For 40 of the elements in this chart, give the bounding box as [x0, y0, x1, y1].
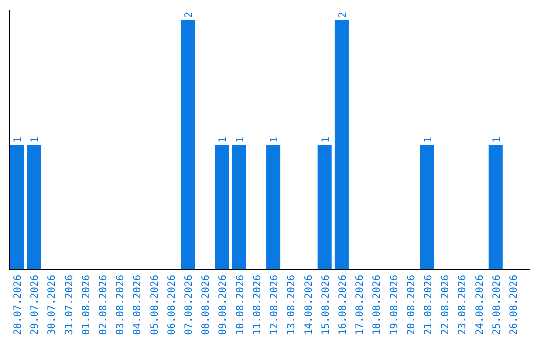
x-tick-label: 02.08.2026 — [98, 275, 110, 336]
data-label: 1 — [13, 136, 24, 143]
x-tick-label: 18.08.2026 — [372, 275, 384, 336]
x-tick-label: 15.08.2026 — [320, 275, 332, 336]
data-label: 1 — [492, 136, 503, 143]
x-tick-label: 12.08.2026 — [270, 275, 281, 336]
x-tick-label: 07.08.2026 — [184, 275, 196, 336]
data-label: 1 — [30, 136, 42, 143]
data-label: 2 — [338, 12, 349, 18]
data-label: 2 — [184, 12, 196, 18]
x-tick-label: 30.07.2026 — [47, 275, 58, 336]
x-tick-label: 23.08.2026 — [458, 275, 469, 336]
x-tick-label: 17.08.2026 — [355, 275, 366, 336]
x-tick-label: 31.07.2026 — [64, 275, 76, 336]
x-tick-label: 26.08.2026 — [508, 275, 520, 336]
x-tick-label: 16.08.2026 — [338, 275, 349, 336]
data-label: 1 — [270, 136, 281, 143]
x-tick-label: 29.07.2026 — [30, 275, 42, 336]
x-tick-label: 13.08.2026 — [286, 275, 298, 336]
x-tick-label: 04.08.2026 — [132, 275, 144, 336]
data-label: 1 — [423, 136, 434, 143]
x-tick-label: 01.08.2026 — [81, 275, 92, 336]
x-tick-label: 20.08.2026 — [406, 275, 418, 336]
x-tick-label: 28.07.2026 — [13, 275, 24, 336]
x-tick-label: 03.08.2026 — [116, 275, 127, 336]
x-tick-label: 14.08.2026 — [304, 275, 315, 336]
data-label: 1 — [320, 136, 332, 143]
x-tick-label: 06.08.2026 — [166, 275, 178, 336]
x-tick-label: 21.08.2026 — [423, 275, 434, 336]
x-tick-label: 08.08.2026 — [201, 275, 212, 336]
x-tick-label: 24.08.2026 — [474, 275, 486, 336]
x-tick-label: 09.08.2026 — [218, 275, 230, 336]
x-tick-label: 10.08.2026 — [235, 275, 246, 336]
x-tick-label: 05.08.2026 — [150, 275, 161, 336]
x-tick-label: 19.08.2026 — [389, 275, 400, 336]
data-label: 1 — [235, 136, 246, 143]
x-tick-label: 25.08.2026 — [492, 275, 503, 336]
x-tick-label: 11.08.2026 — [252, 275, 264, 336]
x-tick-label: 22.08.2026 — [440, 275, 452, 336]
data-label: 1 — [218, 136, 230, 143]
